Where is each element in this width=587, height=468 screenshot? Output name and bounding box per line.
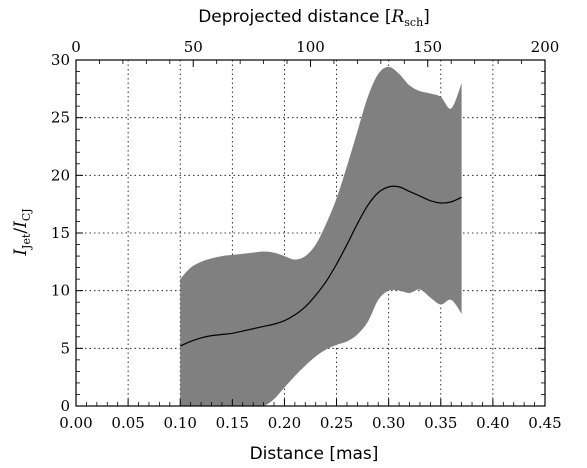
top-axis-title-variable: R: [390, 7, 404, 27]
axis-ticks: [75, 59, 546, 407]
x-tick-label: 0.45: [528, 414, 561, 432]
x-axis-title: Distance [mas]: [250, 444, 379, 464]
y-tick-labels: 0 5 10 15 20 25 30: [51, 51, 70, 415]
x-tick-label: 0.20: [268, 414, 301, 432]
x-tick-label: 0.35: [424, 414, 457, 432]
y-tick-label: 30: [51, 51, 70, 69]
y-axis-title-subscript-1: Jet: [20, 233, 33, 250]
x-tick-label: 0.00: [59, 414, 92, 432]
intensity-ratio-line-layer: [179, 185, 462, 347]
intensity-ratio-line: [179, 185, 462, 347]
x-tick-label: 0.15: [216, 414, 249, 432]
y-tick-label: 10: [51, 282, 70, 300]
y-tick-label: 15: [51, 224, 70, 242]
y-axis-title-subscript-2: CJ: [20, 208, 33, 221]
x-tick-labels: 0.00 0.05 0.10 0.15 0.20 0.25 0.30 0.35 0.40 0.45: [59, 414, 561, 432]
top-axis-title: Deprojected distance [Rsch]: [198, 7, 430, 29]
y-tick-label: 0: [60, 397, 70, 415]
x-tick-label: 0.10: [164, 414, 197, 432]
confidence-band-layer: [180, 66, 462, 407]
top-x-tick-label: 0: [71, 38, 81, 56]
top-x-tick-label: 50: [184, 38, 203, 56]
y-axis-title-separator: /: [11, 228, 31, 234]
x-tick-label: 0.40: [476, 414, 509, 432]
x-tick-label: 0.05: [111, 414, 144, 432]
y-tick-label: 20: [51, 166, 70, 184]
x-tick-label: 0.25: [320, 414, 353, 432]
plot-frame: [75, 59, 546, 407]
top-x-tick-label: 100: [296, 38, 325, 56]
y-tick-label: 25: [51, 109, 70, 127]
top-x-tick-label: 150: [413, 38, 442, 56]
x-tick-label: 0.30: [372, 414, 405, 432]
top-x-tick-label: 200: [531, 38, 560, 56]
y-axis-title-symbol-2: I: [11, 221, 31, 229]
top-axis-title-end: ]: [423, 7, 430, 27]
y-axis-title-symbol: I: [11, 249, 31, 257]
top-x-tick-labels: 0 50 100 150 200: [71, 38, 559, 56]
top-axis-title-text: Deprojected distance [: [198, 7, 391, 27]
y-axis-title: IJet/ICJ: [11, 208, 33, 256]
y-tick-label: 5: [60, 339, 70, 357]
top-axis-title-subscript: sch: [404, 16, 423, 29]
uncertainty-band: [180, 66, 462, 407]
